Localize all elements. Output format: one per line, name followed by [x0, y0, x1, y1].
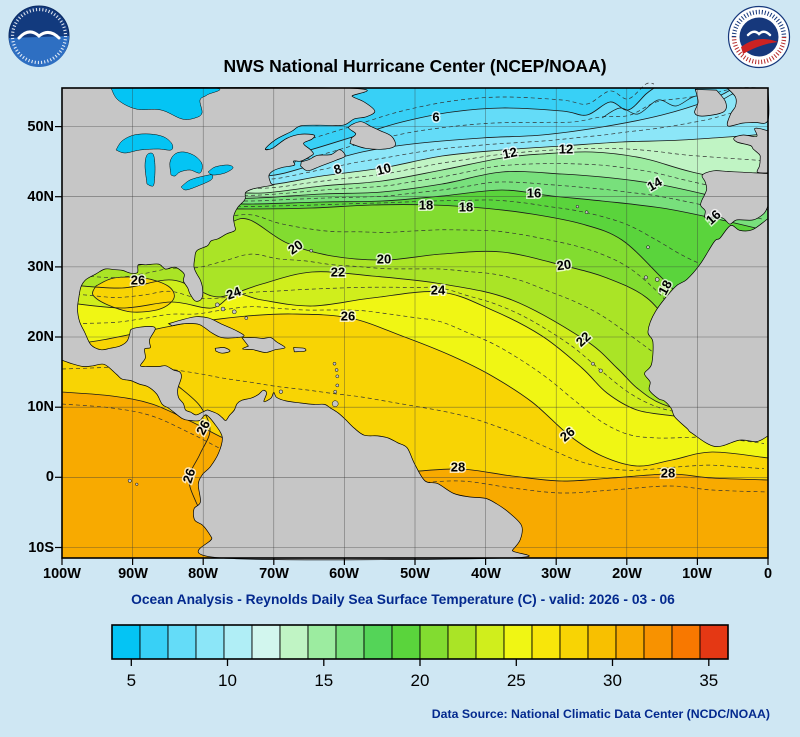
lat-axis-label: 40N [27, 189, 54, 205]
colorbar-cell [363, 624, 393, 660]
contour-label: 24 [431, 282, 446, 297]
colorbar-cell [335, 624, 365, 660]
colorbar-tick-label: 25 [507, 671, 526, 690]
grid-layer [62, 88, 768, 558]
land-layer [61, 87, 770, 561]
colorbar-cell [307, 624, 337, 660]
colorbar-cell [279, 624, 309, 660]
nws-logo-icon [727, 5, 791, 74]
colorbar-cells [111, 624, 729, 660]
colorbar-cell [195, 624, 225, 660]
contour-label: 28 [451, 459, 465, 474]
colorbar-cell [139, 624, 169, 660]
colorbar-cell [531, 624, 561, 660]
lon-axis-label: 50W [400, 566, 430, 582]
contour-label: 12 [501, 144, 518, 162]
colorbar-cell [643, 624, 673, 660]
lon-axis-label: 0 [763, 566, 773, 582]
lat-axis-label: 10S [28, 540, 54, 556]
contour-label: 20 [377, 251, 391, 266]
colorbar-cell [587, 624, 617, 660]
colorbar-cell [559, 624, 589, 660]
contour-label: 20 [556, 257, 572, 274]
lat-axis-label: 0 [45, 469, 54, 485]
colorbar-cell [391, 624, 421, 660]
lat-axis-label: 10N [27, 399, 54, 415]
contour-label: 22 [331, 264, 345, 279]
colorbar-ticks: 5 10 15 20 25 30 35 [127, 659, 718, 690]
contour-label: 26 [180, 466, 199, 484]
lon-axis-label: 70W [259, 566, 289, 582]
lon-axis-label: 10W [682, 566, 712, 582]
lon-axis-label: 30W [541, 566, 571, 582]
lat-axis-label: 50N [27, 119, 54, 135]
colorbar-cell [671, 624, 701, 660]
colorbar-cell [475, 624, 505, 660]
colorbar-tick-label: 10 [218, 671, 237, 690]
contour-label: 16 [527, 185, 541, 200]
lon-axis-label: 80W [188, 566, 218, 582]
colorbar-tick-label: 20 [411, 671, 430, 690]
contour-label: 12 [559, 141, 573, 156]
colorbar-tick-label: 30 [603, 671, 622, 690]
lon-axis-label: 40W [471, 566, 501, 582]
lon-axis-label: 20W [612, 566, 642, 582]
colorbar-cell [167, 624, 197, 660]
colorbar-cell [419, 624, 449, 660]
colorbar-tick-label: 15 [314, 671, 333, 690]
colorbar-tick-label: 5 [127, 671, 136, 690]
contour-label: 28 [661, 465, 675, 480]
contour-label: 6 [432, 109, 439, 124]
colorbar-cell [447, 624, 477, 660]
page-title: NWS National Hurricane Center (NCEP/NOAA… [223, 56, 607, 76]
map-subtitle: Ocean Analysis - Reynolds Daily Sea Surf… [131, 592, 675, 607]
colorbar-tick-label: 35 [699, 671, 718, 690]
contour-label: 18 [459, 199, 473, 214]
contour-label: 18 [419, 197, 433, 212]
data-source-note: Data Source: National Climatic Data Cent… [431, 707, 770, 721]
lon-axis-label: 100W [43, 566, 81, 582]
lon-axis-label: 90W [118, 566, 148, 582]
colorbar-cell [251, 624, 281, 660]
lat-axis-label: 20N [27, 329, 54, 345]
colorbar-cell [615, 624, 645, 660]
plot-frame [55, 87, 769, 565]
colorbar-cell [503, 624, 533, 660]
colorbar-cell [223, 624, 253, 660]
lakes-layer [110, 87, 234, 191]
contour-label: 26 [341, 308, 355, 323]
colorbar-cell [111, 624, 141, 660]
noaa-logo-icon [8, 5, 70, 72]
colorbar-cell [699, 624, 729, 660]
lat-axis-label: 30N [27, 259, 54, 275]
temperature-colorbar: 5 10 15 20 25 30 35 [111, 624, 729, 690]
contour-label: 10 [375, 160, 393, 178]
contour-label: 26 [131, 272, 145, 287]
lon-axis-label: 60W [329, 566, 359, 582]
